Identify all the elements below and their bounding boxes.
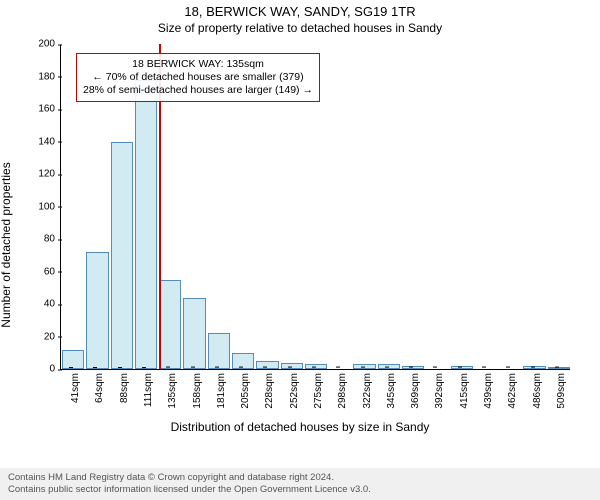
x-tick: 135sqm <box>167 369 178 409</box>
annotation-box: 18 BERWICK WAY: 135sqm← 70% of detached … <box>76 53 320 102</box>
x-tick: 205sqm <box>240 369 251 409</box>
annotation-line: 28% of semi-detached houses are larger (… <box>83 84 313 97</box>
footer-line-2: Contains public sector information licen… <box>8 484 592 496</box>
x-tick: 486sqm <box>532 369 543 409</box>
annotation-line: 18 BERWICK WAY: 135sqm <box>83 58 313 71</box>
annotation-line: ← 70% of detached houses are smaller (37… <box>83 71 313 84</box>
histogram-bar <box>62 350 84 370</box>
y-tick: 40 <box>44 299 61 310</box>
attribution-footer: Contains HM Land Registry data © Crown c… <box>0 468 600 500</box>
histogram-bar <box>159 280 181 369</box>
x-tick: 439sqm <box>483 369 494 409</box>
x-axis-label: Distribution of detached houses by size … <box>0 420 600 434</box>
y-axis-label: Number of detached properties <box>0 162 13 327</box>
x-tick: 509sqm <box>556 369 567 409</box>
x-tick: 88sqm <box>119 369 130 403</box>
x-tick: 111sqm <box>143 369 154 407</box>
footer-line-1: Contains HM Land Registry data © Crown c… <box>8 472 592 484</box>
page-title: 18, BERWICK WAY, SANDY, SG19 1TR <box>0 0 600 19</box>
y-tick: 20 <box>44 331 61 342</box>
y-tick: 200 <box>38 39 61 50</box>
x-tick: 298sqm <box>337 369 348 409</box>
y-tick: 140 <box>38 136 61 147</box>
chart-area: Number of detached properties 0204060801… <box>0 35 600 455</box>
y-tick: 0 <box>49 364 61 375</box>
histogram-bar <box>86 252 108 369</box>
x-tick: 415sqm <box>459 369 470 409</box>
x-tick: 462sqm <box>507 369 518 409</box>
x-tick: 158sqm <box>192 369 203 409</box>
plot-region: 02040608010012014016018020041sqm64sqm88s… <box>60 45 570 370</box>
x-tick: 41sqm <box>70 369 81 403</box>
x-tick: 228sqm <box>264 369 275 409</box>
y-tick: 80 <box>44 234 61 245</box>
y-tick: 60 <box>44 266 61 277</box>
y-tick: 100 <box>38 201 61 212</box>
histogram-bar <box>232 353 254 369</box>
histogram-bar <box>111 142 133 370</box>
y-tick: 120 <box>38 169 61 180</box>
page-subtitle: Size of property relative to detached ho… <box>0 19 600 35</box>
histogram-bar <box>256 361 278 369</box>
histogram-bar <box>135 80 157 369</box>
histogram-bar <box>183 298 205 370</box>
x-tick: 252sqm <box>289 369 300 409</box>
y-tick: 180 <box>38 71 61 82</box>
x-tick: 64sqm <box>94 369 105 403</box>
x-tick: 275sqm <box>313 369 324 409</box>
histogram-bar <box>208 333 230 369</box>
x-tick: 369sqm <box>410 369 421 409</box>
x-tick: 181sqm <box>216 369 227 409</box>
x-tick: 345sqm <box>386 369 397 409</box>
x-tick: 392sqm <box>434 369 445 409</box>
y-tick: 160 <box>38 104 61 115</box>
x-tick: 322sqm <box>362 369 373 409</box>
